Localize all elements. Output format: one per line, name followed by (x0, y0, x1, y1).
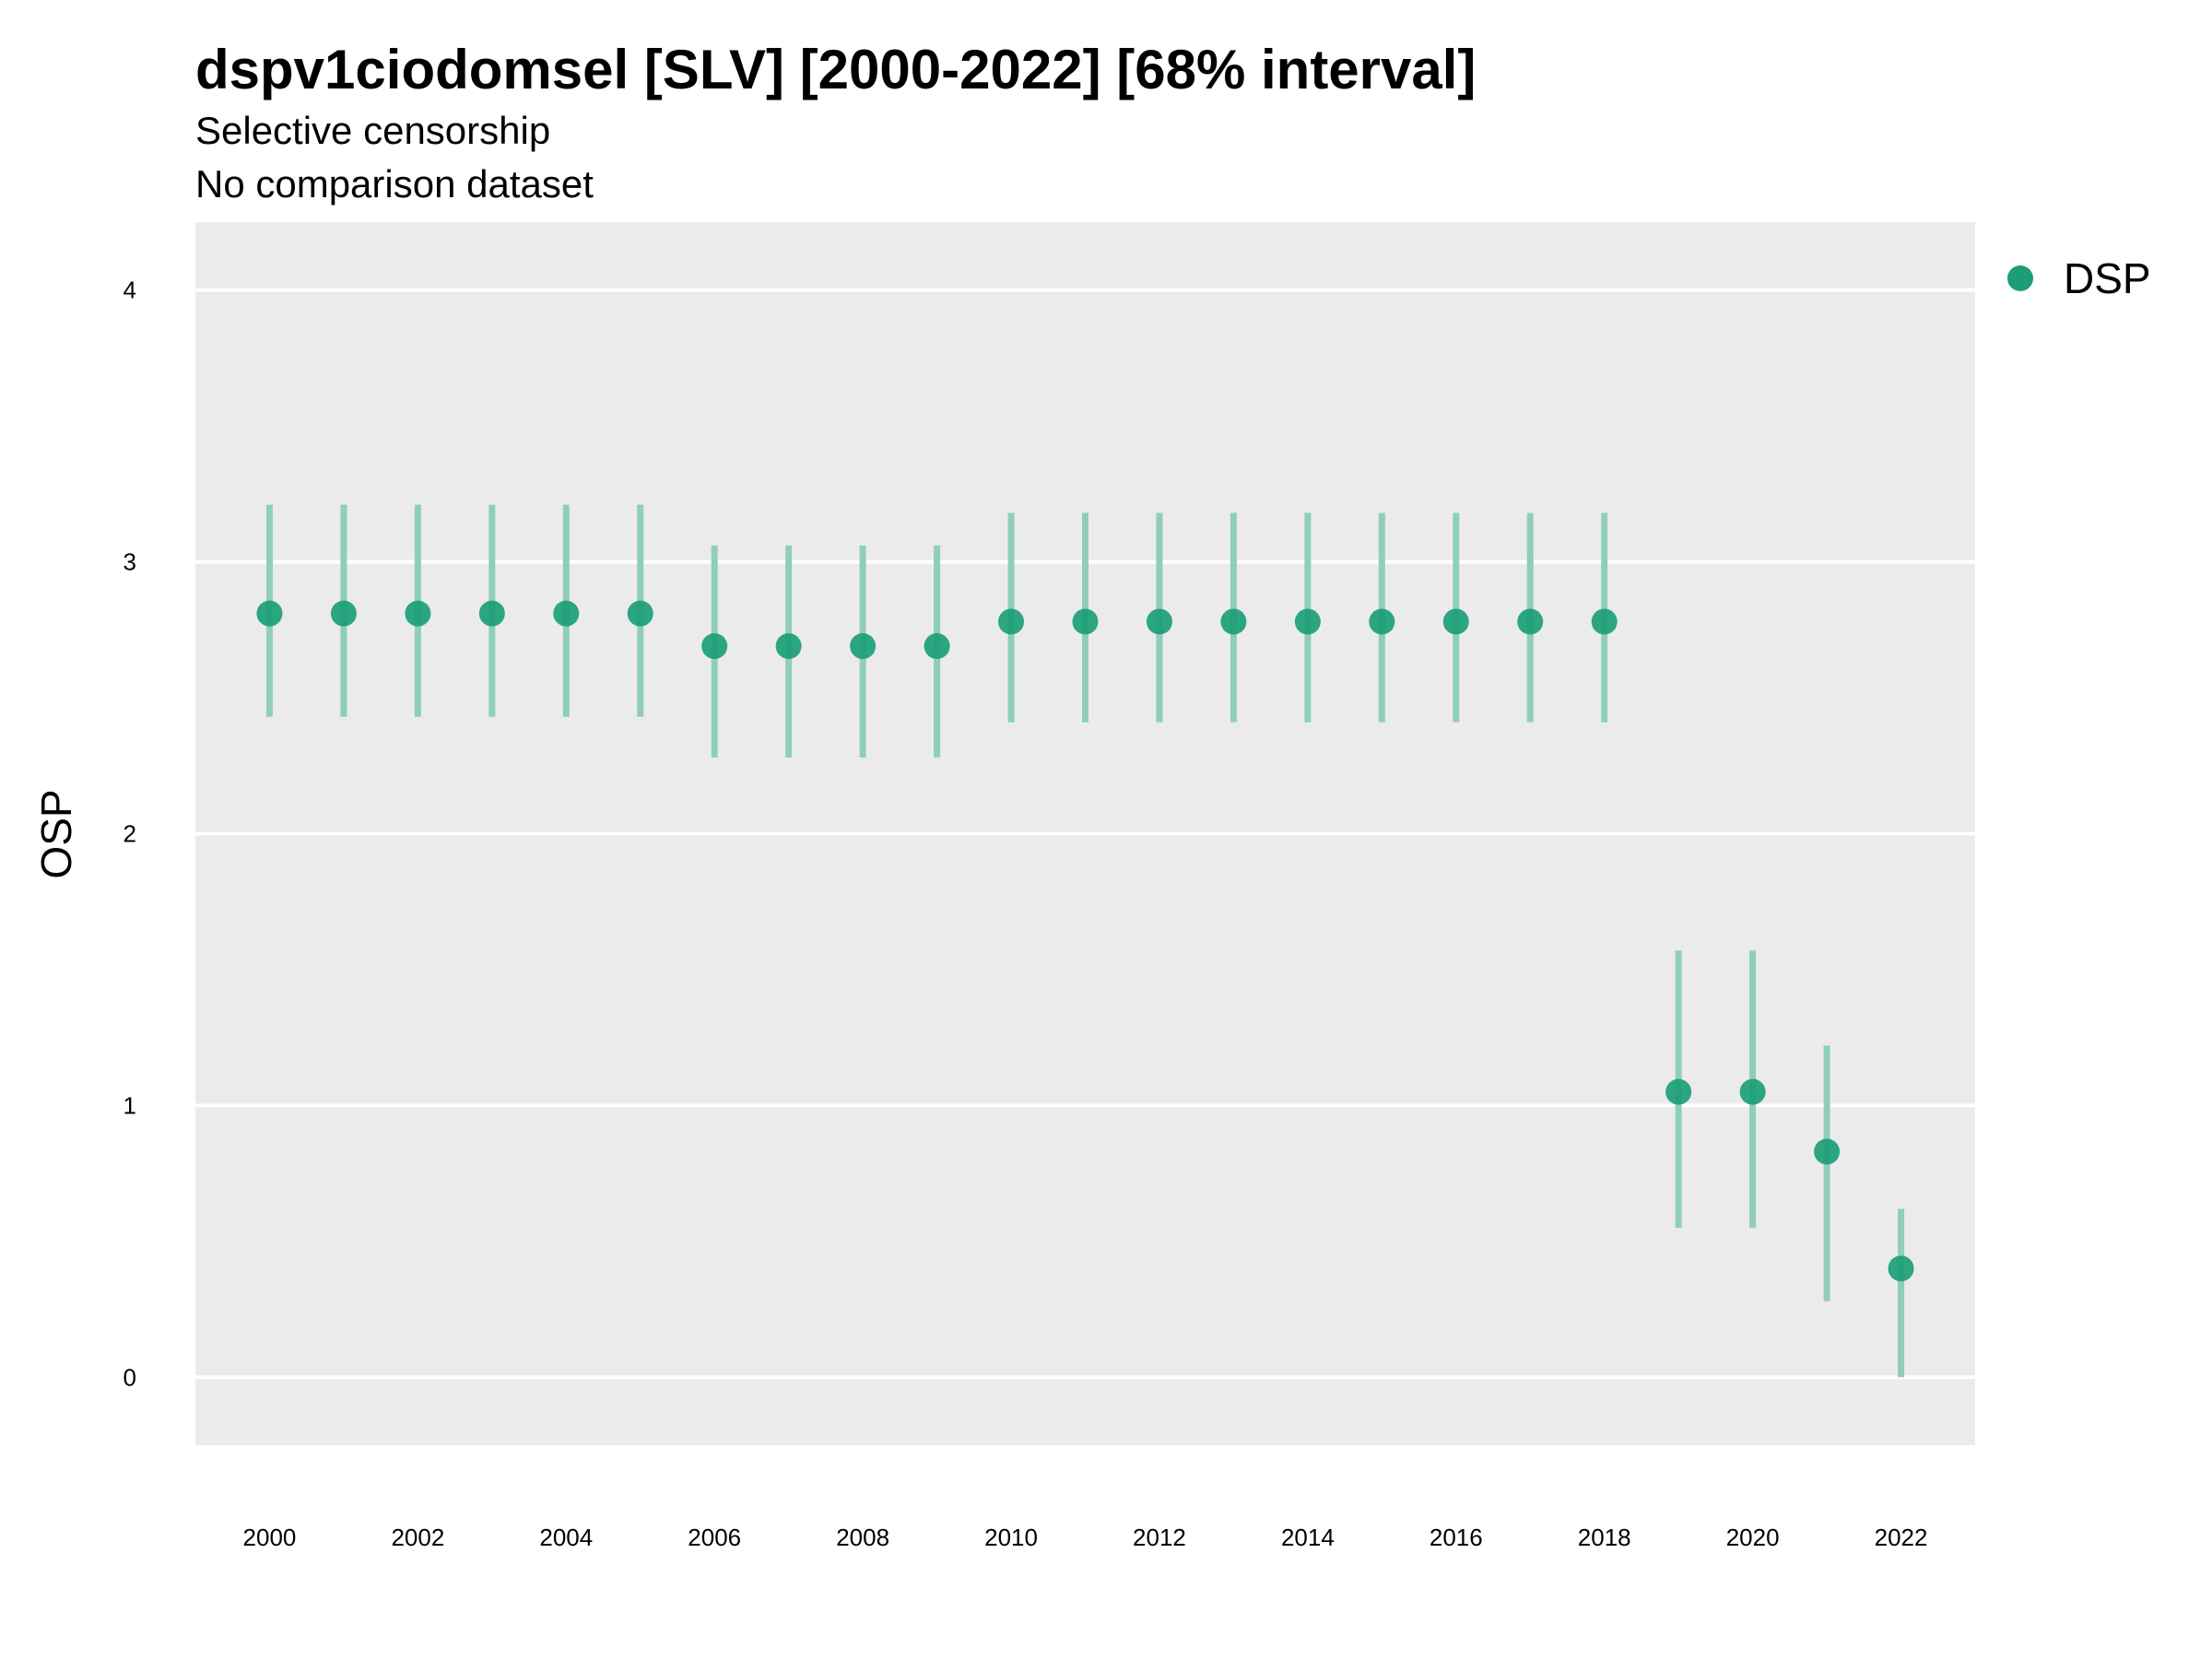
data-point (1517, 608, 1544, 635)
x-tick-label: 2018 (1578, 1524, 1631, 1551)
y-tick-label: 1 (124, 1091, 136, 1119)
x-tick-label: 2022 (1875, 1524, 1928, 1551)
data-point (775, 633, 802, 660)
data-point (1814, 1138, 1841, 1165)
x-tick-label: 2014 (1281, 1524, 1335, 1551)
data-point (1072, 608, 1099, 635)
data-point (1739, 1078, 1766, 1105)
legend: DSP (2007, 254, 2151, 302)
x-tick-label: 2004 (539, 1524, 593, 1551)
point-layer (256, 600, 1914, 1282)
data-point (850, 633, 877, 660)
y-tick-label: 3 (124, 548, 136, 576)
data-point (405, 600, 431, 627)
data-point (1294, 608, 1321, 635)
data-point (1665, 1078, 1692, 1105)
x-tick-label: 2000 (243, 1524, 297, 1551)
x-axis-ticks: 2000 2002 2004 2006 2008 2010 2012 2014 2016 2018… (243, 1524, 1928, 1551)
legend-key-dsp (2007, 265, 2033, 291)
data-point (1146, 608, 1172, 635)
legend-label-dsp: DSP (2064, 254, 2151, 302)
x-tick-label: 2012 (1133, 1524, 1186, 1551)
y-tick-label: 2 (124, 820, 136, 848)
chart-subtitle-2: No comparison dataset (195, 162, 594, 206)
x-tick-label: 2008 (836, 1524, 889, 1551)
data-point (924, 633, 950, 660)
chart-subtitle: Selective censorship (195, 109, 550, 152)
y-axis-title: OSP (32, 789, 80, 878)
data-point (701, 633, 728, 660)
data-point (1888, 1255, 1914, 1282)
x-tick-label: 2006 (688, 1524, 741, 1551)
data-point (1442, 608, 1469, 635)
x-tick-label: 2016 (1430, 1524, 1483, 1551)
y-tick-label: 0 (124, 1363, 136, 1391)
data-point (1369, 608, 1395, 635)
data-point (256, 600, 283, 627)
data-point (1220, 608, 1247, 635)
data-point (553, 600, 580, 627)
x-tick-label: 2010 (984, 1524, 1038, 1551)
y-axis-ticks: 0 1 2 3 4 (124, 276, 136, 1392)
x-tick-label: 2002 (391, 1524, 444, 1551)
x-tick-label: 2020 (1726, 1524, 1780, 1551)
data-point (330, 600, 357, 627)
data-point (998, 608, 1025, 635)
data-point (478, 600, 505, 627)
chart-title: dspv1ciodomsel [SLV] [2000-2022] [68% in… (195, 39, 1476, 100)
data-point (627, 600, 653, 627)
y-tick-label: 4 (124, 276, 136, 304)
data-point (1591, 608, 1618, 635)
